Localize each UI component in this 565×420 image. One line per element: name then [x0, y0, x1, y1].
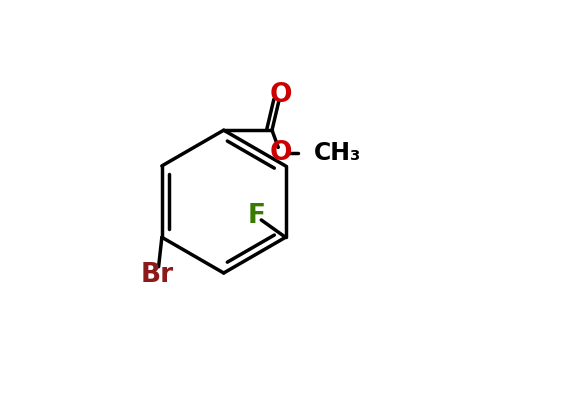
Text: Br: Br: [141, 262, 174, 288]
Text: CH₃: CH₃: [314, 141, 361, 165]
Text: F: F: [247, 203, 265, 229]
Text: O: O: [269, 140, 292, 166]
Text: O: O: [269, 81, 292, 108]
